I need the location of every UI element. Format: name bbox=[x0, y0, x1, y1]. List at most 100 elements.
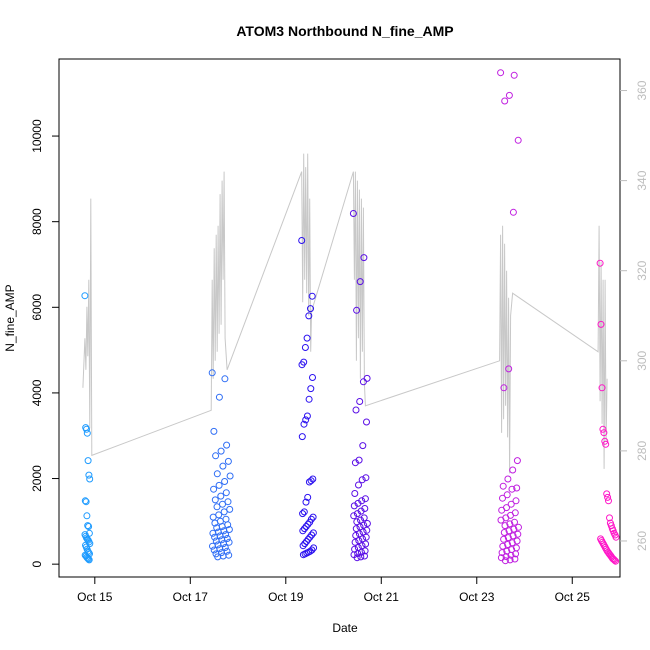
data-point bbox=[217, 492, 225, 500]
data-point bbox=[505, 527, 513, 535]
data-point bbox=[208, 369, 216, 377]
data-point bbox=[602, 440, 610, 448]
y-right-tick-label: 320 bbox=[635, 260, 649, 280]
data-point bbox=[352, 525, 360, 533]
data-point bbox=[84, 554, 92, 562]
data-point bbox=[512, 497, 520, 505]
data-point bbox=[211, 533, 219, 541]
data-point bbox=[509, 466, 517, 474]
data-point bbox=[513, 484, 521, 492]
data-point bbox=[352, 406, 360, 414]
data-point bbox=[597, 320, 605, 328]
y-tick-label: 4000 bbox=[30, 379, 44, 406]
data-point bbox=[355, 481, 362, 489]
y-axis-label: N_fine_AMP bbox=[3, 284, 17, 351]
data-point bbox=[298, 361, 306, 369]
data-point bbox=[363, 418, 370, 426]
data-point bbox=[359, 528, 367, 536]
data-point bbox=[305, 312, 313, 320]
data-point bbox=[216, 545, 224, 553]
data-point bbox=[303, 538, 310, 545]
data-point bbox=[500, 384, 508, 392]
data-point bbox=[220, 508, 228, 516]
data-point bbox=[501, 557, 509, 565]
data-point bbox=[300, 420, 308, 428]
data-point bbox=[612, 533, 620, 541]
data-point bbox=[359, 378, 367, 386]
data-point bbox=[509, 532, 517, 540]
data-point bbox=[497, 69, 505, 77]
data-point bbox=[499, 482, 507, 490]
data-point bbox=[356, 523, 364, 531]
data-point bbox=[504, 541, 512, 548]
data-point bbox=[351, 538, 359, 546]
x-tick-label: Oct 21 bbox=[364, 590, 400, 604]
data-point bbox=[356, 278, 364, 286]
data-point bbox=[510, 71, 518, 79]
data-point bbox=[219, 462, 227, 470]
data-point bbox=[307, 477, 315, 485]
data-point bbox=[505, 91, 513, 99]
data-point bbox=[86, 475, 94, 483]
data-point bbox=[306, 518, 314, 526]
data-point bbox=[506, 520, 514, 528]
data-point bbox=[359, 535, 366, 543]
y-tick-label: 2000 bbox=[30, 465, 44, 492]
x-tick-label: Oct 23 bbox=[459, 590, 495, 604]
data-point bbox=[505, 365, 513, 373]
data-point bbox=[300, 508, 308, 516]
data-point bbox=[213, 503, 221, 511]
data-point bbox=[212, 452, 220, 460]
data-point bbox=[604, 493, 612, 501]
data-point bbox=[498, 506, 506, 514]
x-tick-label: Oct 25 bbox=[555, 590, 591, 604]
data-point bbox=[359, 442, 367, 450]
data-point bbox=[353, 306, 361, 314]
data-point bbox=[499, 494, 506, 502]
data-point bbox=[351, 490, 359, 497]
data-point bbox=[214, 553, 222, 561]
data-point bbox=[601, 437, 609, 445]
data-point bbox=[356, 398, 364, 405]
data-point bbox=[213, 470, 221, 478]
plot-frame bbox=[58, 58, 621, 578]
data-point bbox=[361, 547, 369, 555]
data-point bbox=[82, 498, 90, 506]
data-point bbox=[309, 374, 316, 381]
data-point bbox=[504, 475, 512, 483]
data-point bbox=[306, 533, 314, 541]
data-point bbox=[84, 555, 92, 563]
data-point bbox=[506, 556, 514, 564]
data-point bbox=[503, 491, 511, 499]
y-tick-label: 0 bbox=[30, 561, 44, 568]
data-point bbox=[358, 542, 366, 550]
data-point bbox=[361, 495, 369, 503]
data-point bbox=[299, 510, 307, 518]
data-point bbox=[598, 538, 606, 546]
data-point bbox=[353, 518, 361, 526]
y-right-tick-label: 300 bbox=[635, 350, 649, 370]
data-point bbox=[308, 531, 316, 539]
data-point bbox=[596, 259, 604, 267]
y-tick-label: 8000 bbox=[30, 208, 44, 235]
y-right-tick-label: 340 bbox=[635, 170, 649, 190]
data-point bbox=[353, 510, 361, 518]
series-line bbox=[82, 153, 608, 474]
data-point bbox=[610, 555, 618, 563]
x-tick-label: Oct 15 bbox=[77, 590, 113, 604]
data-point bbox=[299, 527, 307, 535]
data-point bbox=[510, 525, 518, 533]
data-point bbox=[503, 547, 511, 555]
data-point bbox=[349, 210, 357, 217]
data-point bbox=[363, 374, 371, 382]
data-point bbox=[215, 393, 223, 401]
data-point bbox=[355, 537, 363, 545]
data-point bbox=[350, 512, 358, 520]
data-point bbox=[502, 553, 510, 560]
data-point bbox=[298, 237, 306, 244]
data-point bbox=[507, 500, 515, 508]
data-point bbox=[303, 334, 311, 342]
data-point bbox=[211, 519, 219, 527]
